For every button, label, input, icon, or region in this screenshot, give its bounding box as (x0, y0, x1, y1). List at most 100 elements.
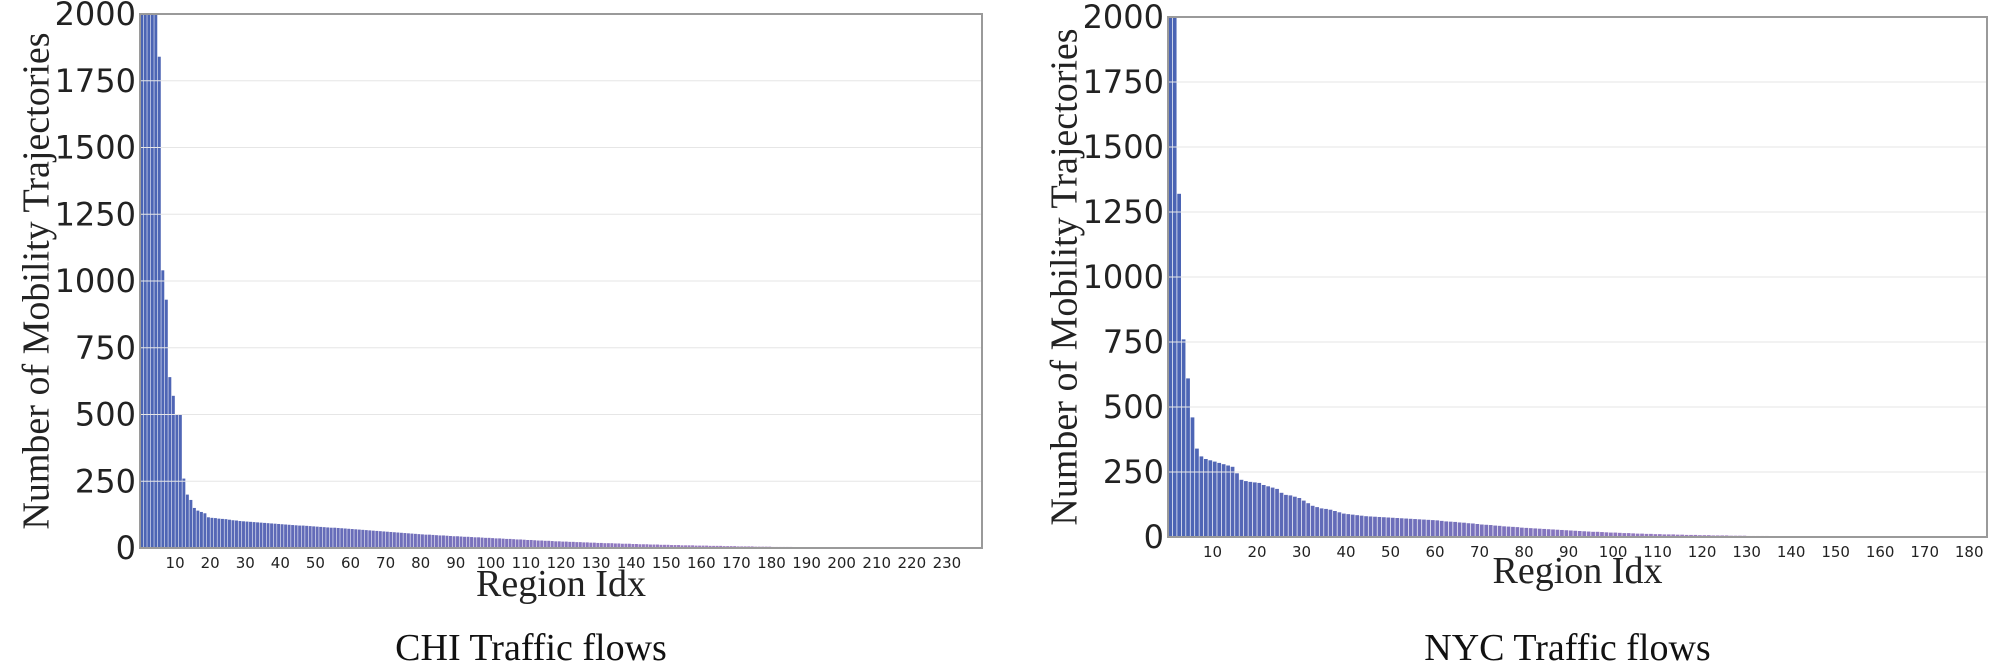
bar (1239, 479, 1244, 537)
bar (1689, 534, 1693, 537)
x-tick-label: 60 (1426, 543, 1445, 561)
bar (245, 521, 249, 548)
bar (1310, 505, 1315, 537)
bar (568, 541, 572, 548)
y-tick-label: 250 (1103, 453, 1164, 491)
bar (638, 544, 642, 548)
bar (624, 543, 628, 548)
bar (1252, 482, 1257, 537)
bar (1364, 516, 1368, 537)
bar (1528, 528, 1533, 537)
bar (185, 494, 189, 548)
bar (1613, 532, 1618, 537)
bar (413, 533, 417, 548)
bar (396, 532, 400, 548)
bar (238, 521, 242, 548)
bar (192, 507, 196, 548)
bar (287, 524, 291, 548)
bar (294, 525, 298, 548)
bar (1341, 513, 1346, 537)
bar (256, 522, 260, 548)
bar (1261, 485, 1266, 537)
bar (698, 545, 702, 548)
bar (1604, 532, 1609, 537)
x-tick-label: 200 (827, 554, 856, 572)
x-tick-label: 70 (376, 554, 395, 572)
y-tick-label: 1000 (1083, 258, 1164, 296)
bar (617, 543, 621, 548)
bar (1693, 534, 1698, 537)
bar (217, 518, 221, 548)
x-tick-label: 160 (687, 554, 716, 572)
bar (1266, 486, 1271, 537)
bar (382, 531, 386, 548)
x-tick-label: 100 (1599, 543, 1628, 561)
bar (1350, 514, 1355, 537)
bar (1217, 462, 1222, 537)
bar (571, 541, 575, 548)
bar (592, 542, 596, 548)
bar (1471, 523, 1475, 537)
bar (512, 539, 516, 548)
x-tick-label: 30 (236, 554, 255, 572)
bar (182, 478, 186, 548)
bar (708, 545, 712, 548)
bar (1257, 482, 1262, 537)
x-tick-label: 110 (512, 554, 541, 572)
bar (361, 529, 365, 548)
bar (1595, 531, 1600, 537)
bar (645, 544, 649, 548)
bar (445, 535, 449, 548)
bar (438, 535, 442, 548)
bar (1190, 417, 1195, 537)
y-tick-label: 1750 (55, 62, 136, 100)
bar (550, 541, 554, 548)
bar (522, 539, 526, 548)
bar (1284, 494, 1288, 537)
bar (196, 510, 200, 548)
bar (368, 530, 372, 548)
y-tick-label: 2000 (55, 0, 136, 33)
bar (1497, 525, 1502, 537)
bar (1297, 498, 1302, 537)
bar (249, 521, 252, 548)
x-tick-label: 140 (617, 554, 646, 572)
y-tick-label: 250 (75, 462, 136, 500)
bar (1577, 531, 1582, 537)
bar (1270, 487, 1275, 537)
bar (199, 511, 203, 548)
bar (442, 535, 445, 548)
bar (431, 534, 435, 548)
bar (1248, 481, 1253, 537)
bar (684, 545, 688, 548)
bar (1666, 534, 1671, 537)
bar (561, 541, 565, 548)
y-tick-group: 0 250 500 750 1000 1250 1500 1750 2000 (1083, 0, 1987, 556)
bar (1337, 512, 1342, 537)
bar (168, 377, 172, 548)
bar (410, 533, 414, 548)
bar (1328, 509, 1333, 537)
bar (1622, 533, 1627, 537)
bar (673, 545, 677, 548)
bar (1515, 527, 1520, 537)
bar (301, 525, 305, 548)
bar (533, 540, 537, 548)
bar (505, 538, 509, 548)
bar (1524, 527, 1529, 537)
bar (1671, 534, 1676, 537)
bar (508, 538, 512, 548)
bar (298, 525, 302, 548)
bar (392, 532, 396, 548)
bar (291, 525, 295, 548)
bar (487, 537, 491, 548)
bar (270, 523, 274, 548)
bar (1617, 532, 1622, 537)
bar (305, 525, 309, 548)
bar (1662, 534, 1667, 537)
x-tick-label: 180 (757, 554, 786, 572)
bar (1448, 521, 1453, 537)
y-tick-label: 0 (116, 529, 136, 567)
bar (477, 537, 481, 548)
bar (1275, 488, 1279, 537)
